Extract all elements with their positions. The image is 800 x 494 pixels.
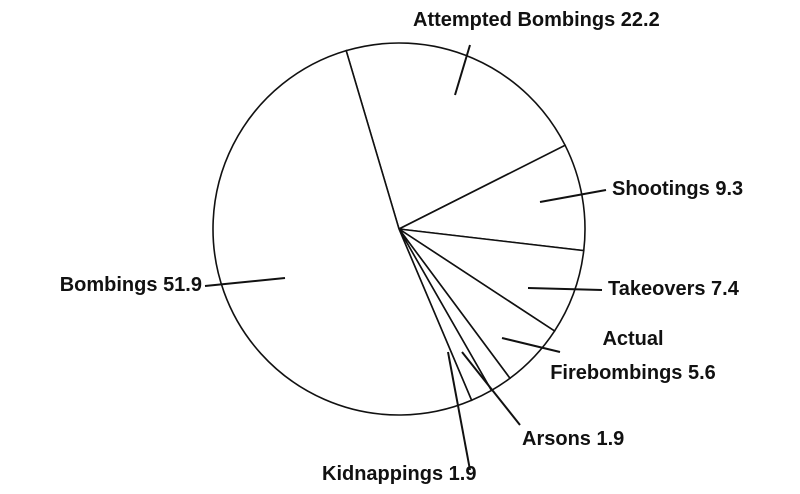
pie-slice	[212, 49, 473, 416]
leader-line	[447, 351, 471, 471]
slice-category: Arsons	[522, 428, 591, 450]
slice-value: 1.9	[596, 428, 625, 450]
slice-value: 22.2	[620, 9, 660, 31]
slice-label: Shootings 9.3	[612, 172, 743, 206]
slice-label: Actual Firebombings 5.6	[548, 322, 718, 390]
slice-value: 7.4	[711, 278, 739, 300]
slice-category: Shootings	[612, 178, 710, 200]
slice-category: Actual Firebombings	[550, 328, 683, 384]
slice-value: 51.9	[163, 274, 202, 296]
slice-value: 5.6	[687, 362, 716, 384]
leader-line	[461, 351, 521, 426]
leader-line	[527, 287, 603, 291]
slice-category: Bombings	[59, 274, 158, 296]
slice-label: Kidnappings 1.9	[322, 457, 476, 491]
slice-value: 1.9	[448, 463, 477, 485]
slice-category: Attempted Bombings	[413, 9, 616, 31]
slice-label: Arsons 1.9	[522, 422, 624, 456]
leader-line	[454, 44, 471, 96]
slice-label: Takeovers 7.4	[608, 272, 739, 306]
slice-category: Takeovers	[608, 278, 706, 300]
leader-line	[539, 189, 607, 203]
slice-label: Attempted Bombings 22.2	[413, 3, 660, 37]
pie-slice	[396, 144, 586, 252]
slice-category: Kidnappings	[322, 463, 444, 485]
slice-value: 9.3	[715, 178, 744, 200]
leader-line	[501, 337, 561, 353]
slice-label: Bombings 51.9	[60, 268, 202, 302]
leader-line	[204, 277, 286, 287]
pie-slice	[345, 42, 567, 231]
